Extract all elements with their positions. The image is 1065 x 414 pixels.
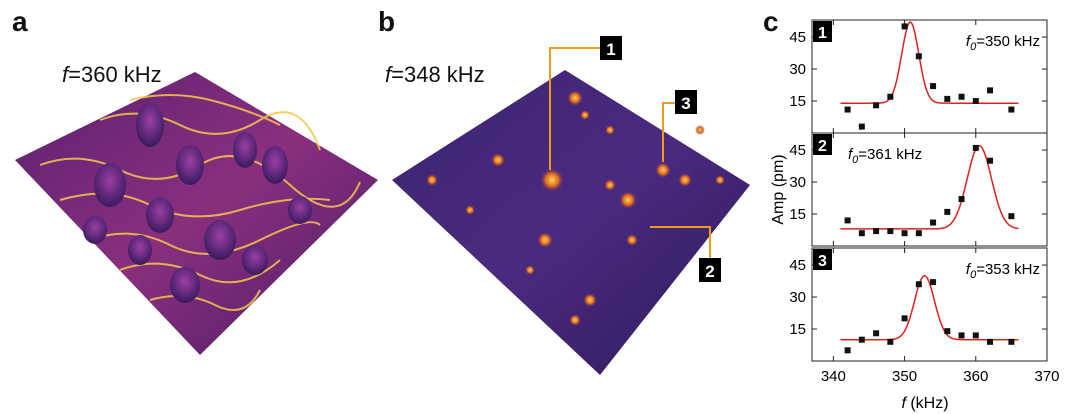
data-point — [901, 23, 908, 30]
annotation-symbol: f — [848, 146, 854, 163]
frequency-value: =360 kHz — [68, 62, 162, 87]
panel-index-box — [813, 134, 832, 155]
annotation-subscript: 0 — [970, 269, 977, 281]
x-tick-label: 370 — [1034, 368, 1059, 385]
data-point — [844, 106, 851, 113]
y-tick-label: 30 — [789, 174, 806, 191]
data-point — [887, 338, 894, 345]
data-point — [1008, 213, 1015, 220]
data-point — [915, 281, 922, 288]
surface-plane — [15, 72, 378, 355]
data-point — [1008, 106, 1015, 113]
marker-1-box — [600, 36, 622, 60]
data-point — [844, 217, 851, 224]
panel-index-label: 3 — [818, 253, 827, 270]
resonance-frequency-annotation: f0=353 kHz — [966, 261, 1040, 281]
resonance-frequency-annotation: f0=350 kHz — [966, 33, 1040, 53]
x-axis-label-unit: (kHz) — [906, 395, 949, 412]
x-tick-label: 340 — [821, 368, 846, 385]
data-point — [944, 208, 951, 215]
annotation-subscript: 0 — [970, 41, 977, 53]
data-point — [972, 98, 979, 105]
surface-bumps — [83, 103, 312, 303]
annotation-symbol: f — [966, 33, 972, 50]
data-point — [958, 332, 965, 339]
panel-a-letter: a — [12, 6, 28, 37]
data-point — [944, 328, 951, 335]
x-tick-label: 350 — [892, 368, 917, 385]
data-point — [944, 95, 951, 102]
resonance-frequency-annotation: f0=361 kHz — [848, 146, 922, 166]
marker-3-label: 3 — [681, 94, 690, 113]
data-point — [873, 330, 880, 337]
data-point — [873, 102, 880, 109]
y-tick-label: 30 — [789, 289, 806, 306]
data-point — [987, 87, 994, 94]
annotation-symbol: f — [966, 261, 972, 278]
data-point — [844, 347, 851, 354]
y-axis-label: Amp (pm) — [770, 154, 787, 224]
marker-2-label: 2 — [705, 262, 714, 281]
panel-index-label: 2 — [818, 138, 827, 155]
data-point — [930, 83, 937, 90]
hot-spots — [426, 90, 725, 326]
data-point — [901, 230, 908, 237]
y-tick-label: 15 — [789, 93, 806, 110]
panel-a-surface-image — [15, 72, 378, 355]
data-point — [987, 338, 994, 345]
x-tick-label: 360 — [963, 368, 988, 385]
marker-leader-lines — [549, 47, 711, 258]
annotation-value: =361 kHz — [858, 146, 922, 163]
annotation-value: =353 kHz — [976, 261, 1040, 278]
data-point — [930, 219, 937, 226]
plot-frame-2 — [811, 132, 1048, 247]
plot-frame-3 — [811, 247, 1048, 362]
y-tick-label: 45 — [789, 29, 806, 46]
x-axis-label: f (kHz) — [901, 395, 948, 412]
data-point — [901, 315, 908, 322]
panel-b-frequency-label: f=348 kHz — [385, 62, 485, 88]
data-point — [858, 230, 865, 237]
x-axis-label-symbol: f — [901, 395, 907, 412]
data-point — [887, 93, 894, 100]
panel-a-frequency-label: f=360 kHz — [62, 62, 162, 88]
data-point — [915, 230, 922, 237]
data-point — [930, 279, 937, 286]
y-tick-label: 15 — [789, 321, 806, 338]
data-point — [987, 157, 994, 164]
data-point — [858, 123, 865, 130]
frequency-symbol: f — [385, 62, 392, 87]
y-tick-label: 45 — [789, 257, 806, 274]
fit-curve-1 — [840, 21, 1019, 104]
data-point — [858, 336, 865, 343]
data-point — [873, 228, 880, 235]
data-point — [887, 228, 894, 235]
marker-3-box — [675, 90, 697, 114]
panel-index-label: 1 — [818, 25, 827, 42]
data-point — [958, 93, 965, 100]
panel-c-letter: c — [763, 6, 779, 37]
frequency-value: =348 kHz — [391, 62, 485, 87]
y-tick-label: 15 — [789, 206, 806, 223]
data-point — [972, 144, 979, 151]
fit-curve-3 — [840, 275, 1019, 341]
data-point — [1008, 338, 1015, 345]
frequency-symbol: f — [62, 62, 69, 87]
y-tick-label: 45 — [789, 142, 806, 159]
panel-index-box — [813, 21, 832, 42]
surface-plane — [392, 70, 750, 375]
annotation-value: =350 kHz — [976, 33, 1040, 50]
annotation-subscript: 0 — [852, 154, 859, 166]
data-point — [972, 332, 979, 339]
fit-curve-2 — [840, 145, 1019, 230]
panel-b-letter: b — [378, 6, 396, 37]
y-tick-label: 30 — [789, 61, 806, 78]
marker-2-box — [699, 258, 721, 282]
panel-index-box — [813, 249, 832, 270]
data-point — [958, 196, 965, 203]
marker-1-label: 1 — [606, 40, 615, 59]
panel-b-surface-image: 1 3 2 — [392, 36, 750, 375]
data-point — [915, 53, 922, 60]
